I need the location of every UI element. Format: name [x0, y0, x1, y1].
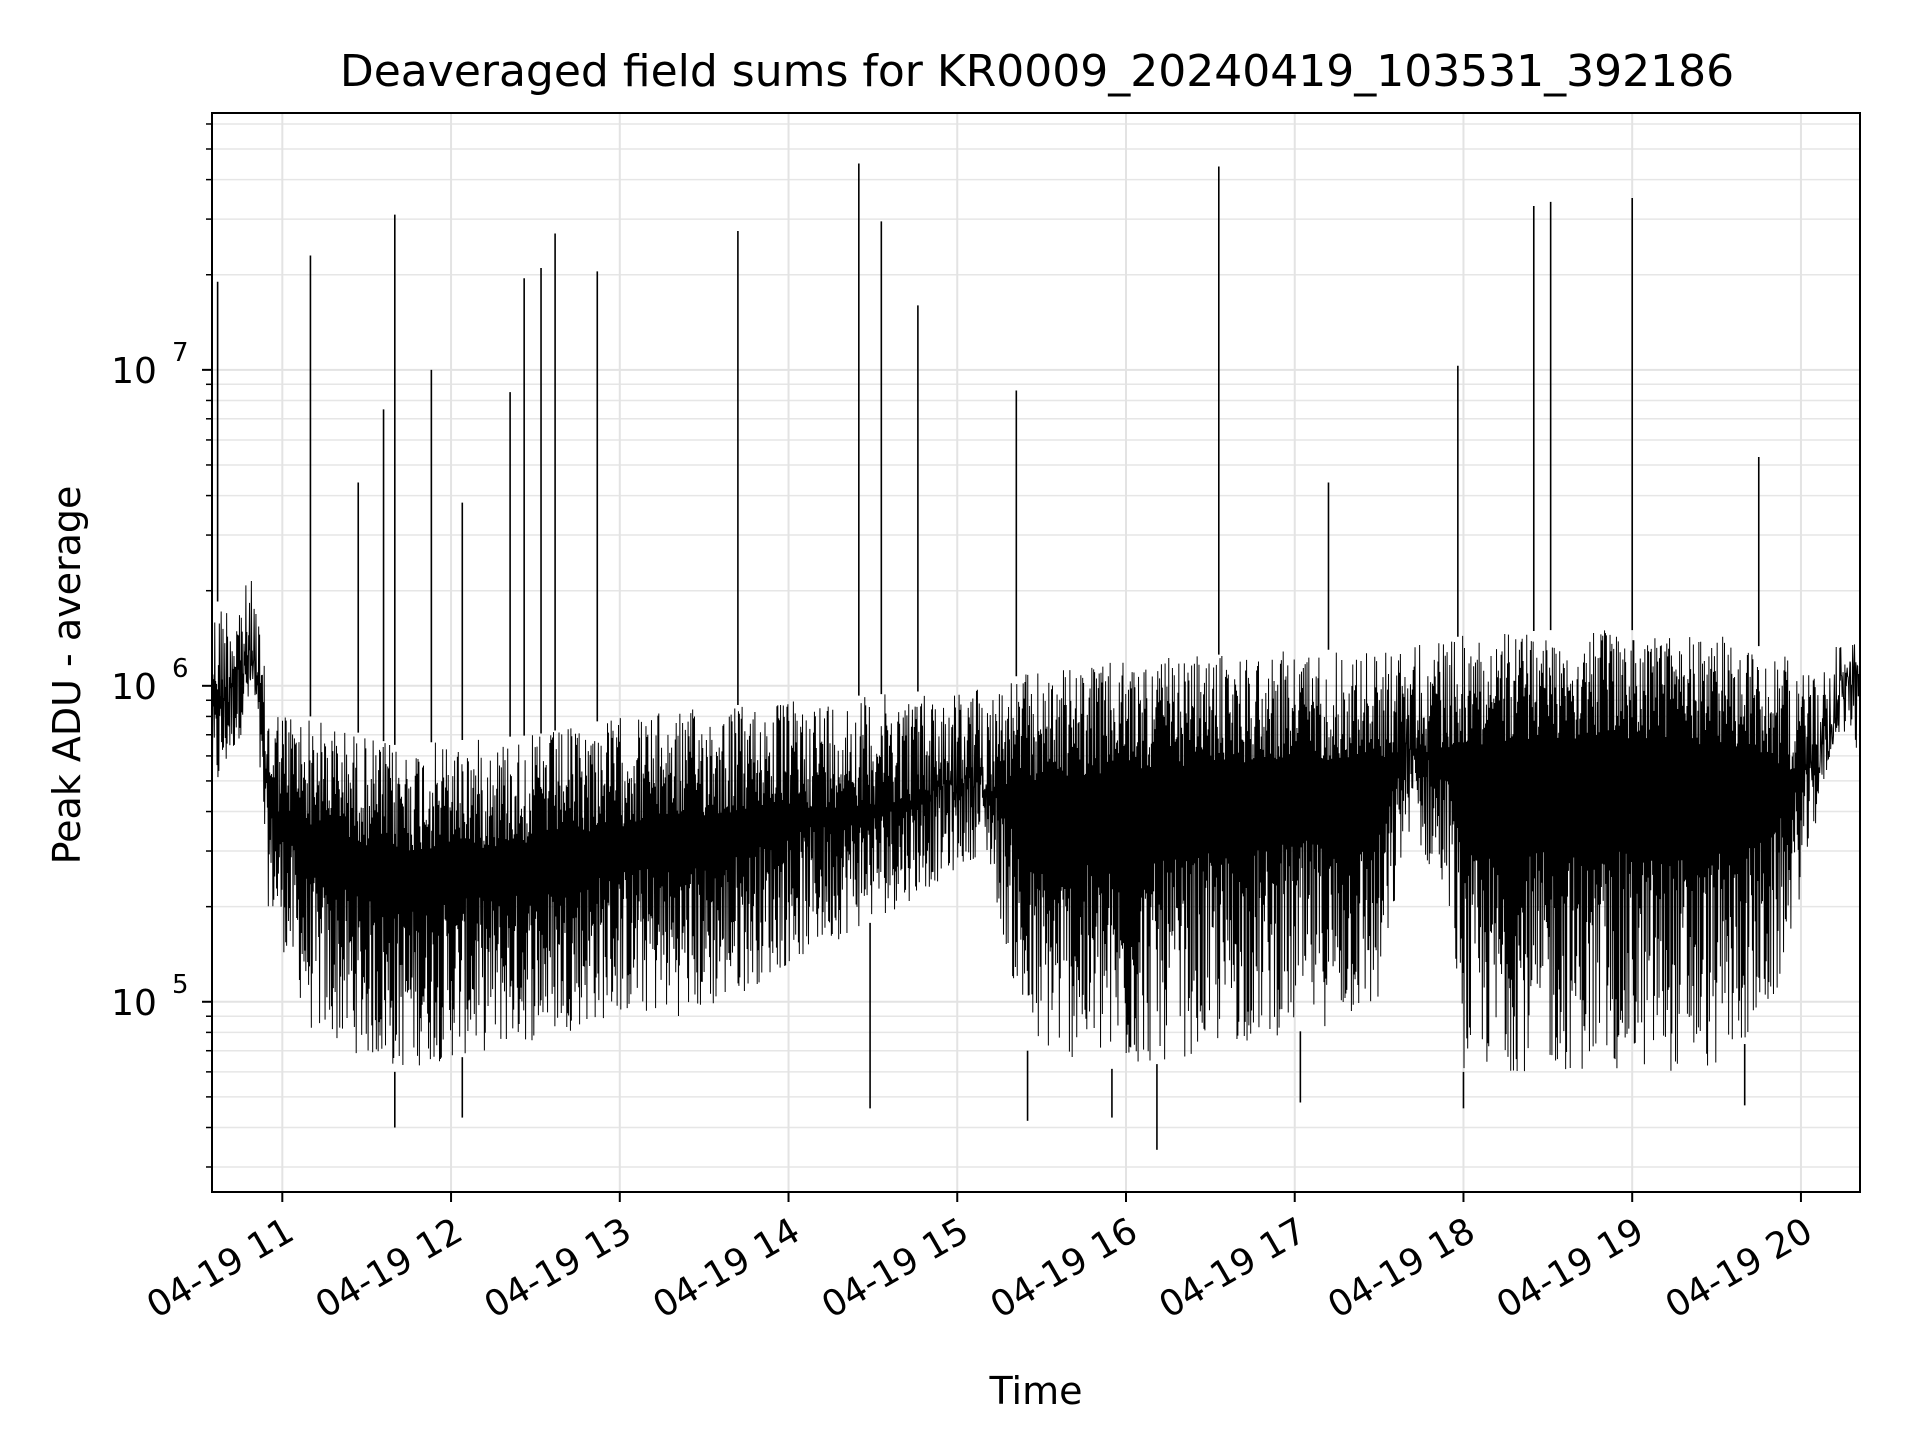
x-axis-label: Time	[989, 1369, 1083, 1413]
y-tick-label: 10	[111, 983, 157, 1024]
series-line	[211, 581, 1861, 1072]
chart-title: Deaveraged field sums for KR0009_2024041…	[340, 46, 1734, 97]
data-series	[211, 163, 1861, 1150]
y-tick-label: 10	[111, 351, 157, 392]
y-tick-label-exponent: 5	[172, 970, 189, 1000]
y-tick-label: 10	[111, 667, 157, 708]
y-tick-label-exponent: 7	[172, 338, 189, 368]
y-axis: 10 5 10 6 10 7	[111, 123, 212, 1168]
y-tick-label-exponent: 6	[172, 654, 189, 684]
y-axis-label: Peak ADU - average	[45, 486, 89, 865]
plot-frame	[211, 112, 1861, 1193]
